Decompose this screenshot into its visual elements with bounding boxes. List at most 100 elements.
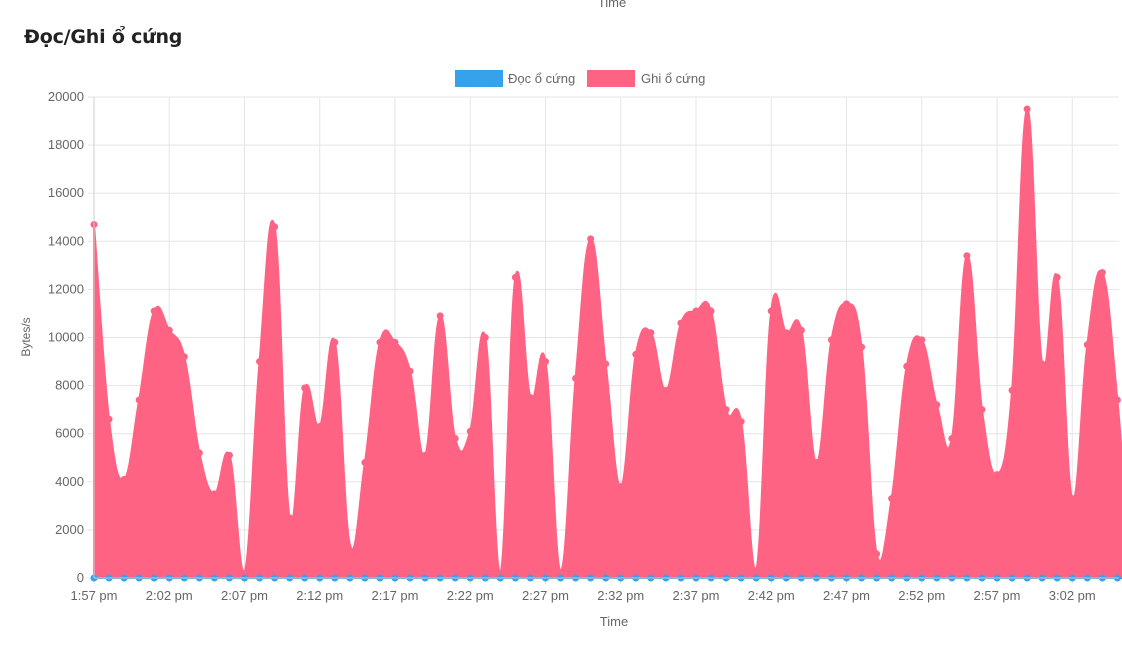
write-data-point	[647, 329, 655, 337]
y-tick-label: 8000	[55, 378, 84, 393]
write-data-point	[602, 360, 610, 368]
write-data-point	[587, 235, 595, 243]
write-data-point	[195, 449, 203, 457]
write-data-point	[843, 300, 850, 308]
x-tick-label: 2:07 pm	[221, 588, 268, 603]
x-axis-title: Time	[600, 614, 628, 629]
x-tick-label: 2:02 pm	[146, 588, 193, 603]
y-tick-label: 6000	[55, 426, 84, 441]
y-tick-label: 10000	[48, 330, 84, 345]
write-data-point	[963, 252, 971, 260]
y-tick-label: 0	[77, 570, 84, 585]
write-data-point	[782, 329, 790, 337]
legend-swatch	[587, 70, 635, 87]
x-tick-label: 3:02 pm	[1049, 588, 1096, 603]
write-data-point	[1113, 396, 1121, 404]
x-tick-label: 1:57 pm	[71, 588, 118, 603]
x-tick-label: 2:47 pm	[823, 588, 870, 603]
legend-item-write[interactable]: Ghi ổ cứng	[587, 70, 705, 87]
write-data-point	[180, 353, 188, 361]
write-data-point	[406, 367, 414, 375]
write-data-point	[331, 338, 339, 346]
previous-chart-axis-title: Time	[597, 0, 627, 10]
write-data-point	[873, 550, 881, 558]
write-data-point	[241, 569, 248, 577]
write-data-point	[572, 374, 580, 382]
write-data-point	[918, 336, 926, 344]
legend[interactable]: Đọc ổ cứng Ghi ổ cứng	[455, 70, 705, 87]
write-data-point	[1098, 269, 1106, 277]
x-tick-label: 2:57 pm	[974, 588, 1021, 603]
legend-label: Đọc ổ cứng	[508, 71, 575, 86]
write-data-point	[165, 326, 173, 334]
y-tick-label: 4000	[55, 474, 84, 489]
write-data-point	[933, 401, 941, 409]
write-data-point	[948, 435, 956, 443]
y-tick-label: 14000	[48, 233, 84, 248]
write-data-point	[225, 451, 233, 459]
write-data-point	[1038, 360, 1046, 368]
write-data-point	[722, 406, 730, 414]
write-data-point	[993, 471, 1001, 479]
x-tick-label: 2:17 pm	[372, 588, 419, 603]
write-data-point	[662, 386, 670, 394]
write-data-point	[391, 338, 399, 346]
write-data-point	[135, 396, 143, 404]
write-data-point	[812, 459, 820, 467]
series-area-write	[93, 108, 1122, 579]
write-data-point	[1008, 386, 1016, 394]
y-tick-label: 2000	[55, 522, 84, 537]
write-data-point	[271, 223, 279, 231]
write-data-point	[797, 326, 805, 334]
y-tick-label: 18000	[48, 137, 84, 152]
x-tick-label: 2:52 pm	[898, 588, 945, 603]
card-title: Đọc/Ghi ổ cứng	[24, 26, 183, 48]
write-data-point	[752, 567, 760, 575]
y-tick-label: 20000	[48, 89, 84, 104]
write-data-point	[301, 384, 309, 392]
write-data-point	[421, 451, 429, 459]
write-data-point	[511, 273, 519, 281]
write-data-point	[767, 307, 775, 315]
x-tick-label: 2:32 pm	[597, 588, 644, 603]
series-areas	[93, 108, 1122, 579]
write-data-point	[827, 336, 835, 344]
write-data-point	[858, 343, 866, 351]
write-data-point	[888, 495, 896, 503]
write-data-point	[105, 415, 113, 423]
legend-item-read[interactable]: Đọc ổ cứng	[455, 70, 575, 87]
write-data-point	[978, 406, 986, 414]
write-data-point	[737, 418, 745, 426]
write-data-point	[1083, 341, 1091, 349]
write-data-point	[1023, 105, 1031, 113]
y-axis-title: Bytes/s	[19, 317, 33, 356]
write-data-point	[316, 422, 324, 430]
write-data-point	[256, 358, 264, 366]
legend-swatch	[455, 70, 503, 87]
y-tick-label: 12000	[48, 281, 84, 296]
write-data-point	[150, 307, 158, 315]
x-tick-label: 2:42 pm	[748, 588, 795, 603]
write-data-point	[632, 350, 640, 358]
write-data-point	[120, 475, 128, 483]
write-data-point	[466, 427, 474, 435]
write-data-point	[692, 307, 700, 315]
write-data-point	[542, 358, 549, 366]
write-data-point	[677, 319, 685, 327]
y-tick-label: 16000	[48, 185, 84, 200]
x-tick-label: 2:27 pm	[522, 588, 569, 603]
axes: 0 2000 4000 6000 8000 10000 12000 14000 16000 180…	[48, 89, 1119, 603]
legend-label: Ghi ổ cứng	[641, 71, 705, 86]
x-tick-label: 2:12 pm	[296, 588, 343, 603]
write-data-point	[451, 435, 459, 443]
write-data-point	[1053, 273, 1061, 281]
write-data-point	[707, 307, 715, 315]
write-data-point	[526, 394, 534, 402]
x-tick-label: 2:22 pm	[447, 588, 494, 603]
write-data-point	[1068, 495, 1076, 503]
write-data-point	[210, 490, 218, 498]
write-data-point	[286, 514, 294, 522]
write-data-point	[376, 338, 384, 346]
write-data-point	[481, 334, 489, 341]
